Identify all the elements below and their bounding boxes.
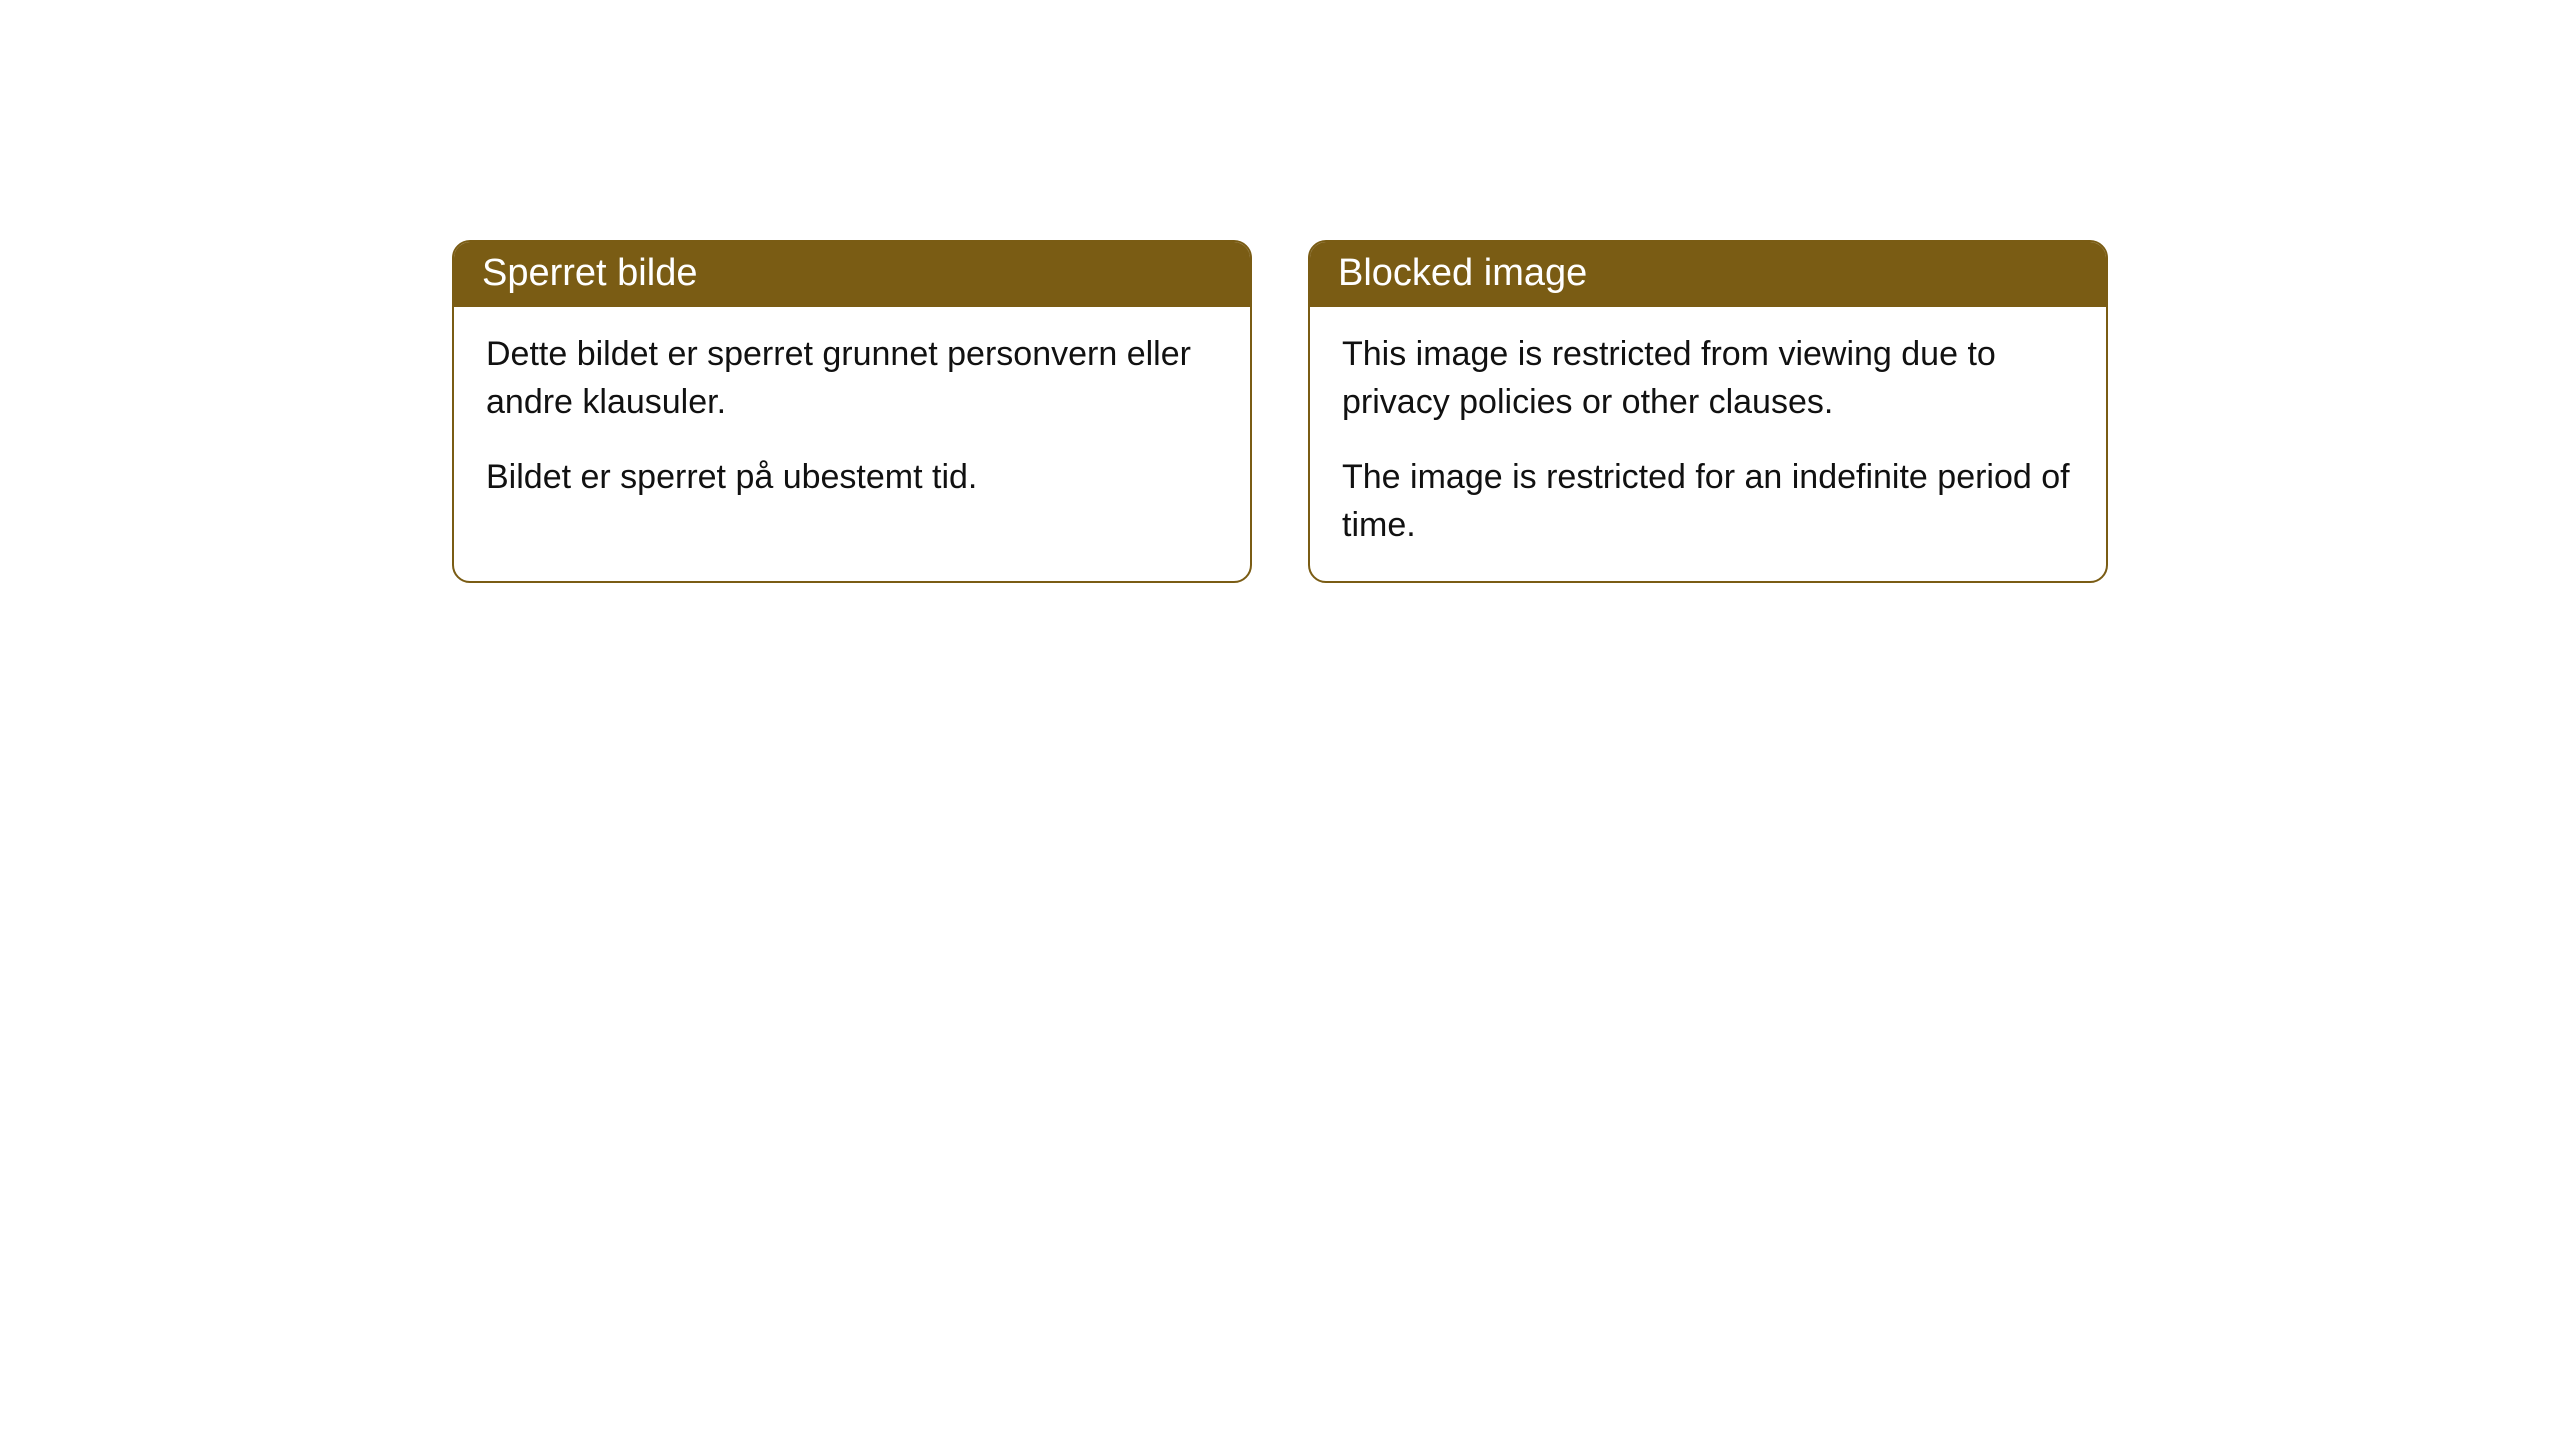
card-body-en: This image is restricted from viewing du… <box>1310 307 2106 581</box>
card-text-en-1: This image is restricted from viewing du… <box>1342 331 2074 426</box>
card-header-en: Blocked image <box>1310 242 2106 307</box>
card-text-en-2: The image is restricted for an indefinit… <box>1342 454 2074 549</box>
card-text-no-1: Dette bildet er sperret grunnet personve… <box>486 331 1218 426</box>
card-body-no: Dette bildet er sperret grunnet personve… <box>454 307 1250 534</box>
blocked-image-card-no: Sperret bilde Dette bildet er sperret gr… <box>452 240 1252 583</box>
card-header-no: Sperret bilde <box>454 242 1250 307</box>
blocked-image-card-en: Blocked image This image is restricted f… <box>1308 240 2108 583</box>
cards-container: Sperret bilde Dette bildet er sperret gr… <box>0 240 2560 583</box>
card-text-no-2: Bildet er sperret på ubestemt tid. <box>486 454 1218 502</box>
